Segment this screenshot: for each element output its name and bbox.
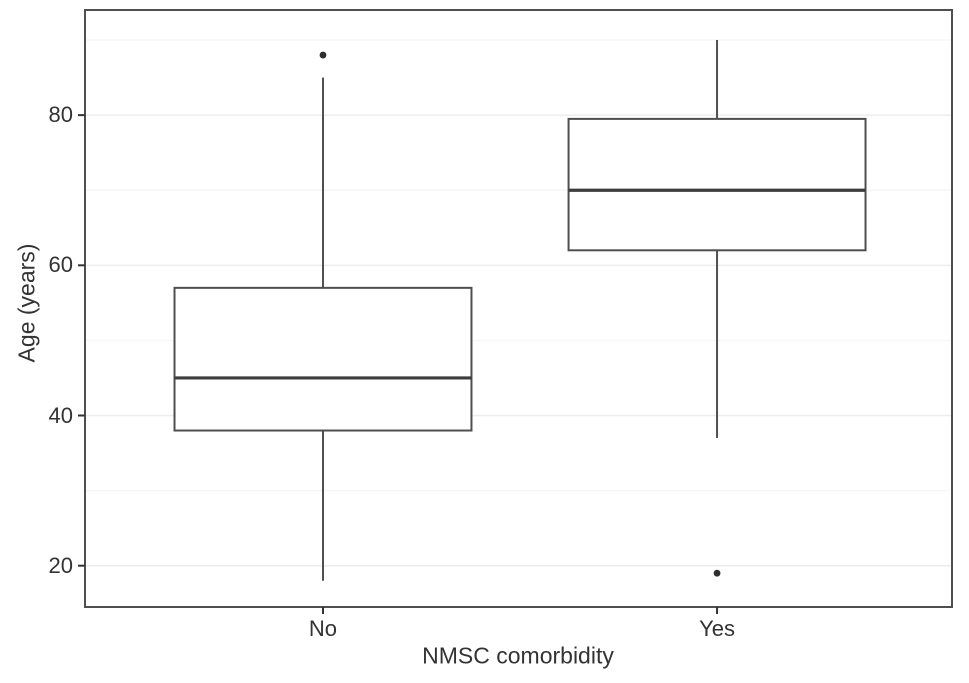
x-axis-title: NMSC comorbidity <box>422 642 614 669</box>
x-tick-label-yes: Yes <box>699 616 735 641</box>
box-no <box>173 286 473 432</box>
y-tick-label: 60 <box>48 252 73 278</box>
panel-border <box>84 9 953 608</box>
y-tick-label: 40 <box>48 402 73 428</box>
y-tick-label: 80 <box>48 102 73 128</box>
y-tick-label: 20 <box>48 552 73 578</box>
x-tick-label-no: No <box>308 616 338 641</box>
outlier-point-yes <box>713 569 721 577</box>
box-yes <box>567 117 867 252</box>
outlier-point-no <box>319 51 327 59</box>
